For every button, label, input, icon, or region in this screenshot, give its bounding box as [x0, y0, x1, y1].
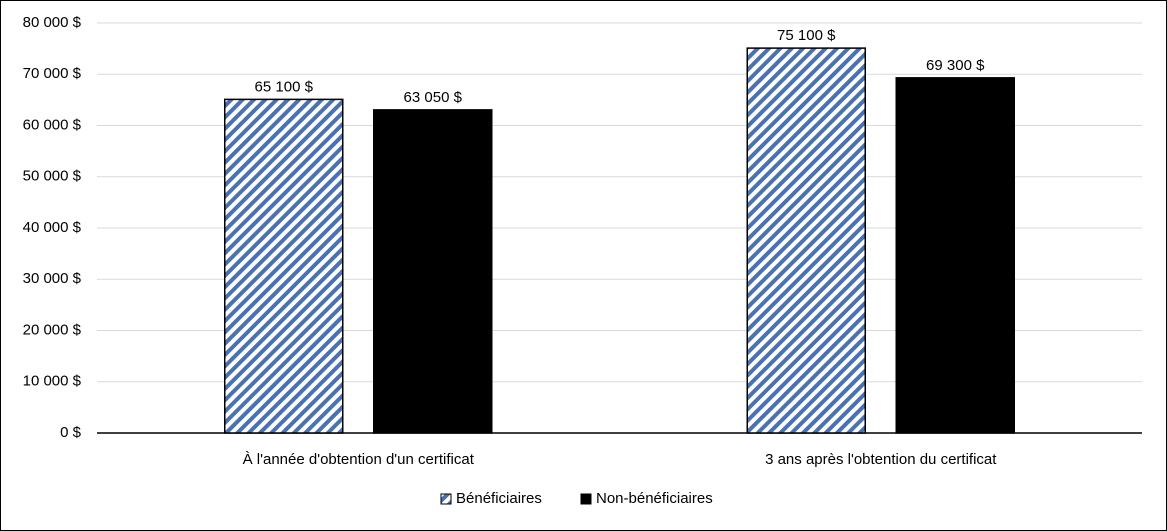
y-tick-label: 60 000 $ — [23, 116, 82, 133]
legend-marker — [580, 493, 592, 505]
y-tick-label: 80 000 $ — [23, 14, 82, 31]
value-label: 65 100 $ — [255, 78, 314, 95]
legend-label: Non-bénéficiaires — [596, 490, 713, 507]
value-label: 69 300 $ — [926, 57, 985, 74]
bar — [373, 109, 493, 434]
value-label: 63 050 $ — [404, 89, 463, 106]
y-tick-label: 50 000 $ — [23, 168, 82, 185]
bar — [895, 77, 1015, 434]
y-tick-label: 0 $ — [60, 424, 82, 441]
value-label: 75 100 $ — [777, 27, 836, 44]
legend-label: Bénéficiaires — [456, 490, 542, 507]
legend-marker — [440, 493, 452, 505]
x-tick-label: 3 ans après l'obtention du certificat — [765, 451, 997, 468]
bar — [746, 47, 866, 434]
y-tick-label: 40 000 $ — [23, 219, 82, 236]
bar — [224, 98, 344, 434]
y-tick-label: 20 000 $ — [23, 321, 82, 338]
y-tick-label: 70 000 $ — [23, 65, 82, 82]
y-tick-label: 10 000 $ — [23, 373, 82, 390]
y-tick-label: 30 000 $ — [23, 270, 82, 287]
x-tick-label: À l'année d'obtention d'un certificat — [243, 451, 475, 468]
